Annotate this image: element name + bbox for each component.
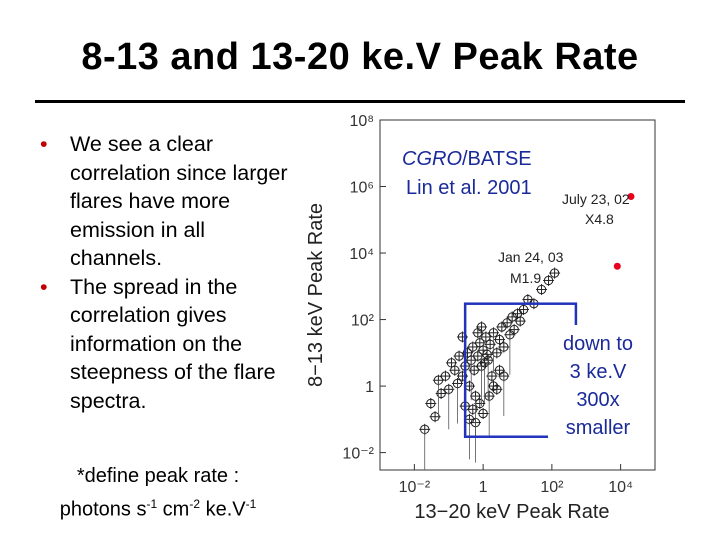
annotation-class-1: X4.8 [585, 211, 614, 227]
unit-exp-s: -1 [146, 497, 158, 511]
scatter-point [506, 311, 518, 323]
x-tick-label: 10² [540, 479, 564, 496]
y-tick-label: 10⁸ [349, 113, 374, 130]
scatter-point [498, 341, 510, 353]
bullet-list: • We see a clear correlation since large… [40, 130, 300, 415]
scatter-point [468, 364, 480, 376]
scatter-point [472, 350, 484, 362]
bullet-dot-icon: • [40, 274, 48, 299]
scatter-point [425, 397, 437, 409]
bullet-text: The spread in the correlation gives info… [70, 274, 276, 413]
y-tick-label: 1 [365, 379, 374, 396]
scatter-point [467, 341, 479, 353]
scatter-point [481, 348, 493, 360]
scatter-point [543, 274, 555, 286]
box-label-line1: down to [563, 333, 633, 355]
scatter-point [439, 370, 451, 382]
box-label-bg [548, 325, 652, 443]
annotation-class-2: M1.9 [510, 270, 541, 286]
y-tick-label: 10² [351, 313, 375, 330]
axis-ticks: 10⁻² 1 10² 10⁴ 10⁻² 1 10² 10⁴ 10⁶ 10⁸ [342, 113, 633, 496]
scatter-point [508, 324, 520, 336]
scatter-point [514, 315, 526, 327]
slide-title: 8-13 and 13-20 ke.V Peak Rate [81, 36, 639, 78]
unit-photons: photons s [59, 498, 147, 521]
y-tick-label: 10⁻² [342, 446, 374, 463]
unit-kev: ke.V [200, 498, 246, 521]
inset-text-bg [398, 142, 558, 202]
y-tick-label: 10⁴ [349, 246, 374, 263]
error-bars [424, 332, 511, 470]
scatter-point [445, 357, 457, 369]
scatter-point [461, 347, 473, 359]
highlight-points [613, 193, 635, 270]
x-tick-label: 10⁴ [608, 479, 633, 496]
x-tick-label: 1 [479, 479, 488, 496]
y-axis-label: 8−13 keV Peak Rate [305, 203, 327, 387]
box-label-line2: 3 ke.V [570, 361, 627, 383]
scatter-point [501, 317, 513, 329]
scatter-point [435, 387, 447, 399]
scatter-point [494, 334, 506, 346]
scatter-point [491, 383, 503, 395]
scatter-point [549, 267, 561, 279]
scatter-point [429, 411, 441, 423]
annotation-date-1: July 23, 02 [562, 191, 630, 207]
title-underline [35, 100, 685, 103]
box-label-line4: smaller [566, 417, 631, 439]
bullet-item: • We see a clear correlation since large… [40, 130, 300, 273]
annotation-date-2: Jan 24, 03 [498, 249, 564, 265]
scatter-point [449, 364, 461, 376]
unit-cm: cm [157, 498, 190, 521]
scatter-point [467, 403, 479, 415]
box-label-line3: 300x [576, 389, 619, 411]
unit-exp-kev: -1 [245, 497, 257, 511]
scatter-point [453, 350, 465, 362]
footnote-line2: photons s-1 cm-2 ke.V-1 [28, 490, 288, 524]
flare-highlight-point [613, 262, 621, 270]
inset-source: CGRO/BATSE [402, 148, 532, 170]
unit-exp-cm: -2 [189, 497, 201, 511]
bullet-dot-icon: • [40, 132, 48, 156]
inset-citation: Lin et al. 2001 [406, 177, 532, 199]
scatter-point [536, 284, 548, 296]
bullet-text: We see a clear correlation since larger … [70, 132, 288, 270]
scatter-point [518, 304, 530, 316]
x-tick-label: 10⁻² [399, 479, 431, 496]
scatter-point [477, 407, 489, 419]
x-axis-label: 13−20 keV Peak Rate [414, 501, 609, 523]
peak-rate-definition: *define peak rate : photons s-1 cm-2 ke.… [28, 462, 288, 524]
footnote-line1: *define peak rate : [76, 465, 240, 487]
bullet-item: • The spread in the correlation gives in… [40, 273, 300, 416]
y-tick-label: 10⁶ [350, 180, 374, 197]
flare-highlight-point [627, 193, 635, 201]
plot-frame [379, 119, 656, 471]
data-points [419, 267, 561, 435]
scatter-point [480, 331, 492, 343]
scatter-point [476, 321, 488, 333]
